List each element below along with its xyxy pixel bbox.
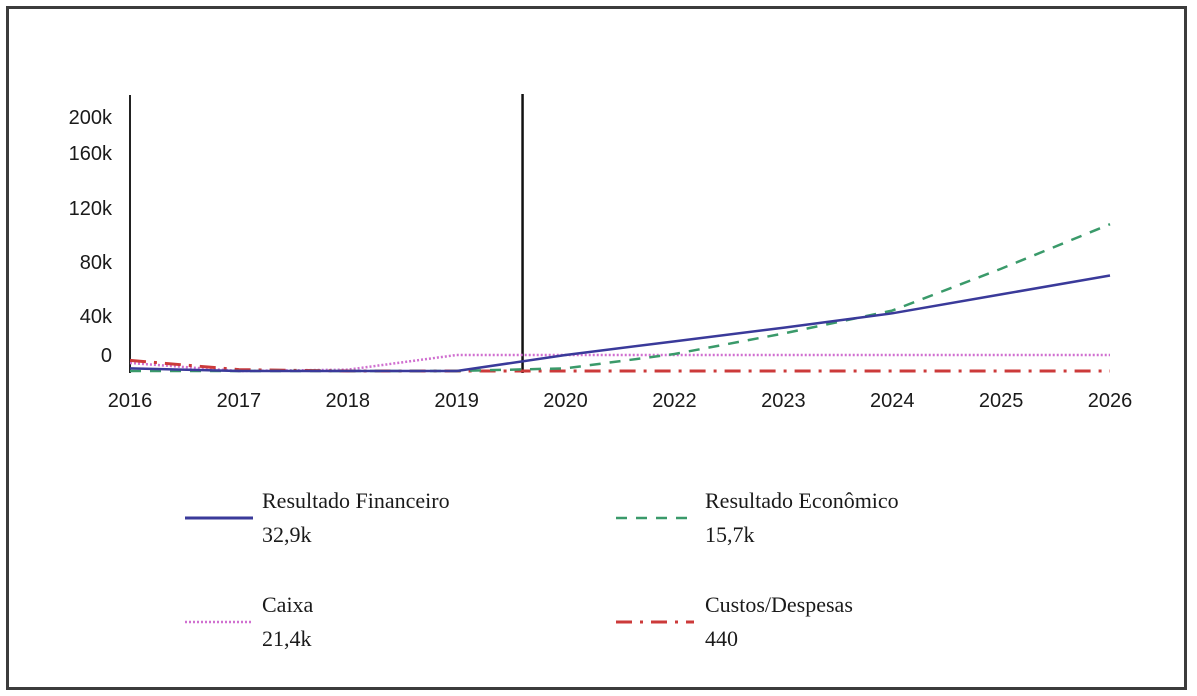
x-tick-label: 2020: [543, 390, 588, 412]
y-tick-label: 120k: [69, 198, 113, 220]
y-axis-ticks: 0 40k 80k 120k 160k 200k: [69, 107, 113, 367]
series-lines: [129, 223, 1111, 373]
x-tick-label: 2017: [217, 390, 262, 412]
x-tick-label: 2018: [326, 390, 371, 412]
x-tick-label: 2016: [108, 390, 153, 412]
x-tick-label: 2025: [979, 390, 1024, 412]
y-tick-label: 0: [101, 345, 112, 367]
series-line-custos-despesas: [129, 358, 1110, 373]
y-tick-label: 200k: [69, 107, 113, 129]
x-tick-label: 2019: [434, 390, 479, 412]
series-line-resultado-financeiro: [129, 274, 1111, 373]
x-tick-label: 2022: [652, 390, 697, 412]
y-tick-label: 80k: [80, 252, 113, 274]
x-axis-ticks: 2016 2017 2018 2019 2020 2022 2023 2024 2025 2026: [108, 390, 1133, 412]
y-tick-label: 160k: [69, 143, 113, 165]
x-tick-label: 2026: [1088, 390, 1133, 412]
chart-frame: [6, 6, 1187, 690]
x-tick-label: 2023: [761, 390, 806, 412]
x-tick-label: 2024: [870, 390, 915, 412]
y-tick-label: 40k: [80, 306, 113, 328]
series-line-caixa: [129, 353, 1110, 373]
